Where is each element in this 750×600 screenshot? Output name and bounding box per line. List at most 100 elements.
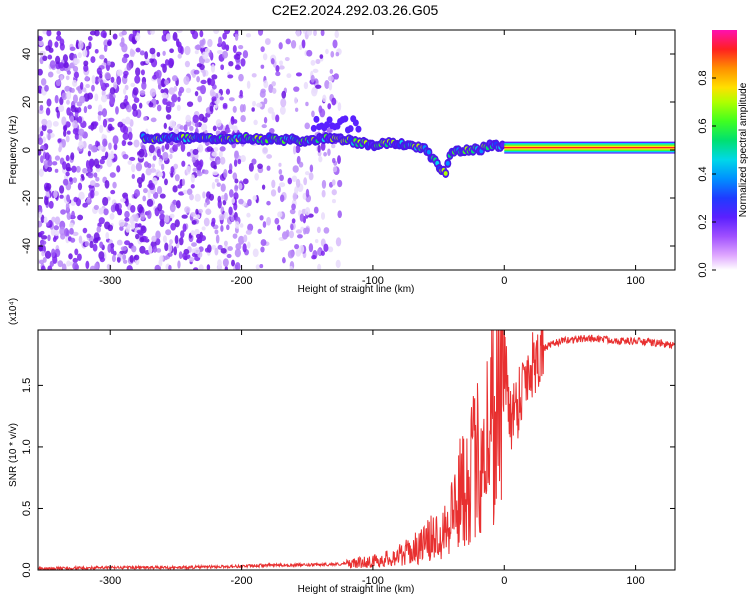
spectrogram-noise-cell [223, 240, 228, 247]
spectrogram-noise-cell [65, 171, 70, 177]
carrier-band [504, 141, 675, 144]
spectrogram-noise-cell [215, 234, 220, 244]
snr-y-tick-label-0: 0.0 [21, 562, 33, 577]
spectrogram-noise-cell [211, 96, 217, 102]
spectrogram-noise-cell [263, 116, 268, 124]
spectrogram-noise-cell [72, 79, 78, 87]
spectrogram-noise-cell [148, 144, 155, 154]
spectrogram-noise-cell [335, 237, 342, 247]
spectrogram-noise-cell [267, 107, 274, 114]
spectrogram-noise-cell [278, 65, 285, 70]
spectrogram-noise-cell [170, 172, 174, 178]
tone-track-core [445, 160, 450, 166]
spectrogram-noise-cell [189, 125, 194, 132]
spectrogram-noise-cell [266, 154, 273, 159]
spectrogram-noise-cell [181, 160, 186, 167]
spectrogram-noise-cell [87, 36, 93, 41]
spectrogram-noise-cell [42, 55, 48, 62]
spectrogram-noise-cell [64, 121, 71, 128]
spectrogram-noise-cell [264, 38, 271, 46]
spectrogram-noise-cell [95, 140, 99, 147]
spectrogram-noise-cell [228, 97, 235, 102]
colorbar-tick-label-0: 0.0 [697, 262, 709, 277]
spectrogram-noise-cell [49, 60, 56, 69]
spectrogram-noise-cell [132, 30, 137, 37]
spectrogram-noise-cell [165, 229, 172, 236]
spectrogram-noise-cell [197, 144, 204, 153]
colorbar-gradient [712, 30, 737, 270]
spectrogram-noise-cell [196, 76, 201, 83]
spectrogram-noise-cell [167, 252, 173, 257]
spectrogram-noise-cell [233, 159, 238, 167]
spectrogram-noise-cell [126, 104, 132, 113]
spectrogram-noise-cell [110, 246, 115, 255]
spectrogram-noise-cell [44, 197, 49, 206]
spectrogram-noise-cell [62, 161, 67, 170]
spectrogram-noise-cell [54, 155, 61, 161]
spectrogram-noise-cell [107, 243, 112, 253]
spectrogram-noise-cell [70, 105, 76, 113]
spectrogram-noise-cell [138, 102, 143, 109]
spectrogram-noise-cell [334, 30, 340, 39]
spectrogram-noise-cell [96, 225, 102, 233]
spectrogram-noise-cell [104, 72, 111, 80]
spectrogram-noise-cell [271, 111, 276, 121]
spectrogram-noise-cell [183, 76, 190, 85]
spectrogram-x-ticks: -300 -200 -100 0 100 [99, 30, 645, 287]
spectrogram-noise-cell [56, 69, 61, 74]
spectrogram-noise-cell [331, 189, 337, 196]
spectrogram-noise-cell [235, 243, 242, 250]
spectrogram-noise-cell [138, 148, 145, 158]
spectrogram-noise-cell [275, 114, 280, 123]
spectrogram-noise-cell [180, 142, 186, 152]
spectrogram-noise-cell [143, 161, 149, 168]
tone-track-core [426, 149, 431, 155]
spectrogram-noise-cell [308, 172, 314, 181]
spectrogram-noise-cell [154, 264, 161, 270]
spectrogram-noise-cell [106, 40, 112, 47]
spectrogram-noise-cell [82, 227, 88, 234]
spectrogram-noise-cell [223, 168, 228, 179]
spectrogram-noise-cell [292, 192, 297, 201]
spectrogram-noise-cell [279, 106, 286, 115]
spectrogram-noise-cell [295, 107, 299, 112]
spectrogram-noise-cell [247, 241, 251, 249]
spectrogram-noise-cell [175, 200, 181, 209]
spectrogram-noise-cell [59, 226, 66, 236]
spectrogram-noise-cell [58, 104, 65, 113]
spectrogram-noise-cell [325, 48, 329, 55]
spectrogram-noise-cell [169, 203, 176, 213]
spectrogram-noise-cell [218, 150, 223, 158]
spectrogram-noise-cell [229, 189, 234, 198]
spectrogram-noise-cell [233, 125, 238, 133]
spectrogram-noise-cell [260, 46, 265, 53]
spectrogram-noise-cell [168, 243, 173, 253]
spectrogram-noise-cell [111, 254, 116, 263]
spectrogram-noise-cell [293, 86, 300, 92]
spectrogram-noise-cell [99, 241, 104, 249]
spectrogram-noise-cell [146, 198, 154, 207]
spectrogram-noise-cell [276, 224, 281, 231]
spectrogram-noise-cell [134, 75, 141, 84]
spectrogram-noise-cell [47, 265, 53, 270]
spectrogram-noise-cell [219, 96, 224, 101]
spectrogram-noise-cell [122, 132, 129, 140]
snr-y-label: SNR (10 * v/v) [8, 423, 19, 487]
spectrogram-noise-cell [315, 84, 322, 89]
spectrogram-noise-cell [303, 81, 309, 90]
spectrogram-noise [38, 30, 343, 270]
spectrogram-noise-cell [122, 254, 127, 261]
spectrogram-noise-cell [225, 44, 230, 52]
spectrogram-noise-cell [100, 30, 107, 38]
spectrogram-noise-cell [193, 247, 200, 255]
spectrogram-noise-cell [74, 133, 80, 140]
spectrogram-noise-cell [38, 149, 42, 156]
spectrogram-noise-cell [184, 60, 191, 68]
spectrogram-noise-cell [70, 237, 76, 243]
spectrogram-noise-cell [223, 192, 228, 202]
spectrogram-noise-cell [298, 44, 303, 51]
spectrogram-noise-cell [78, 40, 84, 50]
tone-track-branch [347, 125, 354, 133]
spectrogram-noise-cell [323, 243, 329, 253]
spectrogram-noise-cell [133, 189, 141, 198]
